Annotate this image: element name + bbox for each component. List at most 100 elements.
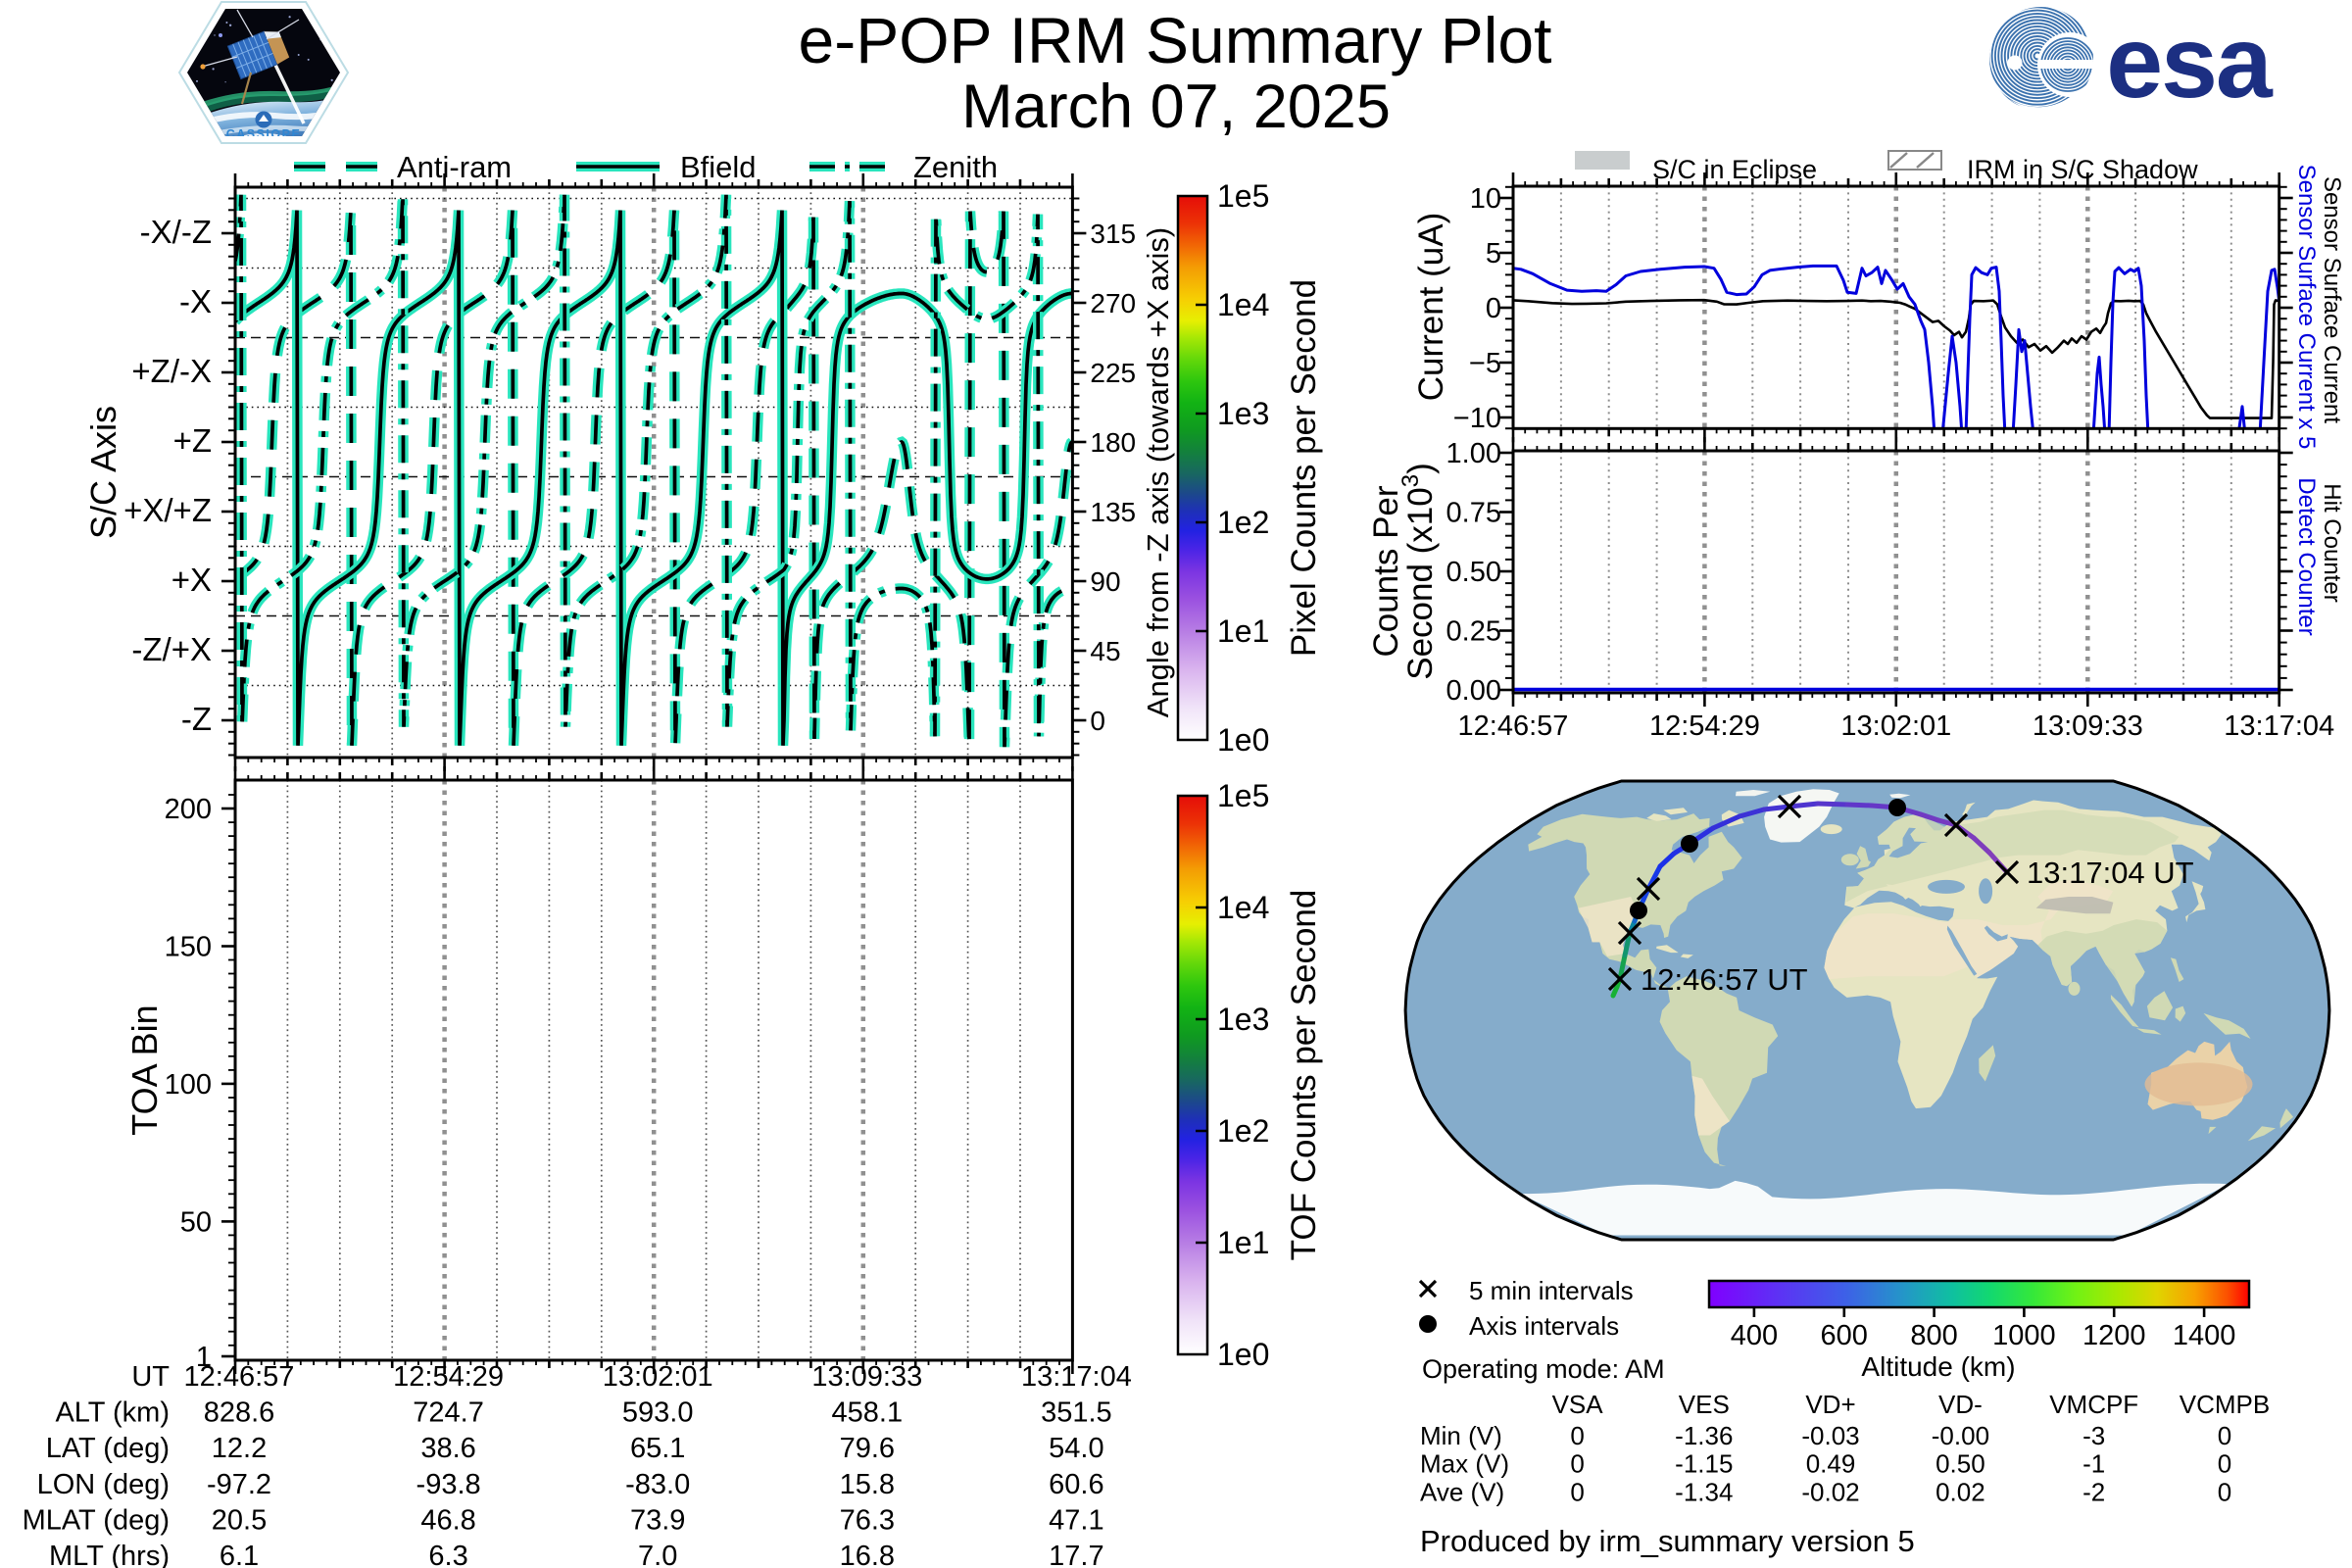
- svg-text:−10: −10: [1453, 403, 1501, 434]
- svg-text:1e5: 1e5: [1217, 778, 1269, 813]
- svg-text:0.25: 0.25: [1446, 616, 1501, 648]
- svg-text:Ave (V): Ave (V): [1420, 1477, 1504, 1506]
- svg-text:0: 0: [1570, 1477, 1584, 1506]
- svg-text:76.3: 76.3: [840, 1504, 895, 1536]
- svg-text:TOF Counts per Second: TOF Counts per Second: [1285, 890, 1323, 1261]
- svg-text:−5: −5: [1469, 348, 1501, 379]
- svg-text:e-POP IRM Summary Plot: e-POP IRM Summary Plot: [799, 4, 1552, 76]
- svg-text:0: 0: [1090, 706, 1105, 736]
- svg-text:73.9: 73.9: [630, 1504, 685, 1536]
- svg-text:7.0: 7.0: [638, 1541, 677, 1568]
- svg-text:Min (V): Min (V): [1420, 1421, 1502, 1450]
- svg-text:13:02:01: 13:02:01: [1840, 710, 1951, 742]
- svg-text:VMCPF: VMCPF: [2049, 1390, 2138, 1419]
- svg-text:-93.8: -93.8: [416, 1469, 481, 1500]
- svg-text:12:46:57: 12:46:57: [1458, 710, 1569, 742]
- svg-text:5 min intervals: 5 min intervals: [1469, 1276, 1634, 1305]
- svg-text:5: 5: [1486, 238, 1501, 270]
- svg-text:Axis intervals: Axis intervals: [1469, 1311, 1619, 1341]
- svg-text:Current (uA): Current (uA): [1412, 213, 1450, 402]
- svg-text:1e4: 1e4: [1217, 287, 1269, 322]
- svg-text:38.6: 38.6: [420, 1433, 475, 1464]
- svg-text:6.3: 6.3: [428, 1541, 467, 1568]
- svg-text:315: 315: [1090, 219, 1136, 249]
- svg-text:VCMPB: VCMPB: [2180, 1390, 2270, 1419]
- svg-text:MLAT (deg): MLAT (deg): [23, 1504, 170, 1536]
- svg-text:0: 0: [1486, 293, 1501, 324]
- svg-text:1: 1: [196, 1342, 212, 1373]
- svg-text:-X/-Z: -X/-Z: [140, 214, 212, 250]
- svg-text:180: 180: [1090, 427, 1136, 458]
- svg-text:1e4: 1e4: [1217, 890, 1269, 925]
- svg-text:MLT (hrs): MLT (hrs): [49, 1541, 170, 1568]
- svg-text:0.02: 0.02: [1936, 1477, 1985, 1506]
- svg-text:12.2: 12.2: [212, 1433, 267, 1464]
- svg-text:Bfield: Bfield: [680, 150, 757, 184]
- svg-text:13:17:04: 13:17:04: [2224, 710, 2334, 742]
- svg-text:Second (x103): Second (x103): [1397, 463, 1440, 680]
- svg-text:0: 0: [1570, 1449, 1584, 1479]
- svg-text:-83.0: -83.0: [625, 1469, 690, 1500]
- svg-text:13:17:04: 13:17:04: [1021, 1361, 1132, 1393]
- svg-text:0.75: 0.75: [1446, 498, 1501, 529]
- svg-text:Pixel Counts per Second: Pixel Counts per Second: [1285, 279, 1323, 657]
- svg-text:-1.15: -1.15: [1675, 1449, 1733, 1479]
- svg-text:esa: esa: [2106, 6, 2274, 120]
- svg-text:+X: +X: [172, 562, 212, 598]
- svg-text:1e0: 1e0: [1217, 722, 1269, 758]
- svg-text:1000: 1000: [1992, 1320, 2056, 1351]
- svg-text:400: 400: [1731, 1320, 1778, 1351]
- svg-text:-1.36: -1.36: [1675, 1421, 1733, 1450]
- svg-text:13:09:33: 13:09:33: [811, 1361, 922, 1393]
- svg-text:March 07, 2025: March 07, 2025: [961, 73, 1391, 141]
- svg-text:46.8: 46.8: [420, 1504, 475, 1536]
- svg-text:VD-: VD-: [1938, 1390, 1983, 1419]
- svg-text:0: 0: [2218, 1449, 2231, 1479]
- svg-text:1e5: 1e5: [1217, 178, 1269, 214]
- svg-text:90: 90: [1090, 566, 1120, 597]
- svg-text:Altitude (km): Altitude (km): [1861, 1351, 2015, 1382]
- svg-text:-3: -3: [2082, 1421, 2105, 1450]
- svg-text:IRM in S/C Shadow: IRM in S/C Shadow: [1967, 155, 2198, 184]
- svg-text:100: 100: [165, 1069, 212, 1101]
- svg-text:UT: UT: [131, 1361, 170, 1393]
- svg-text:65.1: 65.1: [630, 1433, 685, 1464]
- svg-text:13:02:01: 13:02:01: [603, 1361, 713, 1393]
- svg-text:Produced by irm_summary versio: Produced by irm_summary version 5: [1420, 1524, 1915, 1558]
- svg-text:Anti-ram: Anti-ram: [397, 150, 512, 184]
- svg-text:LAT (deg): LAT (deg): [46, 1433, 170, 1464]
- svg-text:724.7: 724.7: [413, 1397, 484, 1429]
- svg-text:S/C in Eclipse: S/C in Eclipse: [1652, 155, 1817, 184]
- svg-text:20.5: 20.5: [212, 1504, 267, 1536]
- svg-text:12:54:29: 12:54:29: [1649, 710, 1760, 742]
- svg-text:0.00: 0.00: [1446, 675, 1501, 707]
- svg-text:Sensor Surface Current x 5: Sensor Surface Current x 5: [2293, 165, 2320, 450]
- svg-text:45: 45: [1090, 636, 1120, 666]
- svg-text:LON (deg): LON (deg): [37, 1469, 170, 1500]
- svg-text:0.50: 0.50: [1446, 557, 1501, 588]
- svg-text:1200: 1200: [2082, 1320, 2146, 1351]
- svg-text:Sensor Surface Current: Sensor Surface Current: [2319, 176, 2345, 423]
- svg-text:1400: 1400: [2173, 1320, 2236, 1351]
- svg-text:S/C Axis: S/C Axis: [83, 406, 123, 539]
- svg-text:Max (V): Max (V): [1420, 1449, 1509, 1479]
- svg-text:12:46:57: 12:46:57: [184, 1361, 295, 1393]
- svg-text:ALT (km): ALT (km): [55, 1397, 170, 1429]
- svg-text:270: 270: [1090, 288, 1136, 318]
- svg-text:225: 225: [1090, 358, 1136, 388]
- svg-text:0: 0: [2218, 1421, 2231, 1450]
- svg-text:-0.03: -0.03: [1801, 1421, 1859, 1450]
- svg-text:1e0: 1e0: [1217, 1337, 1269, 1372]
- svg-text:200: 200: [165, 794, 212, 825]
- svg-text:Detect Counter: Detect Counter: [2293, 477, 2320, 635]
- svg-text:TOA Bin: TOA Bin: [124, 1004, 165, 1135]
- svg-text:351.5: 351.5: [1041, 1397, 1112, 1429]
- svg-text:-97.2: -97.2: [207, 1469, 271, 1500]
- svg-text:150: 150: [165, 931, 212, 962]
- svg-text:-Z: -Z: [181, 701, 212, 737]
- svg-text:600: 600: [1821, 1320, 1868, 1351]
- svg-text:0: 0: [1570, 1421, 1584, 1450]
- svg-text:10: 10: [1470, 183, 1501, 215]
- svg-text:Angle from -Z axis (towards +X: Angle from -Z axis (towards +X axis): [1141, 227, 1175, 717]
- svg-text:15.8: 15.8: [840, 1469, 895, 1500]
